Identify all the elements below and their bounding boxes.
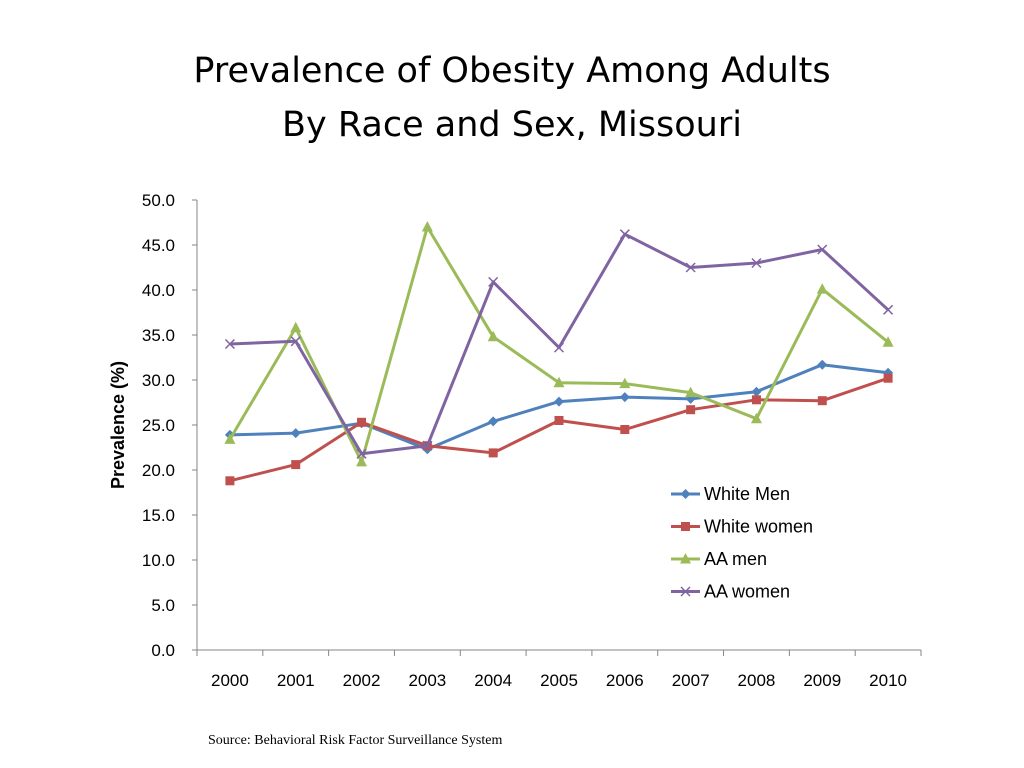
- legend-swatch-marker: [680, 586, 691, 597]
- data-point-white-women: [620, 425, 630, 434]
- y-tick-label: 15.0: [142, 506, 175, 525]
- x-axis-tick-labels: 2000 2001 2002 2003 2004 2005 2006 2007 2008 2009…: [211, 671, 907, 690]
- data-point-aa-men: [356, 455, 368, 467]
- y-tick-label: 40.0: [142, 281, 175, 300]
- data-point-aa-men: [487, 330, 499, 342]
- chart-title: Prevalence of Obesity Among Adults By Ra…: [0, 44, 1024, 152]
- data-point-aa-men: [685, 386, 697, 398]
- data-point-white-men: [488, 416, 499, 427]
- data-point-white-men: [751, 386, 762, 397]
- data-point-white-women: [291, 460, 301, 470]
- y-tick-label: 50.0: [142, 191, 175, 210]
- legend-swatch-marker: [681, 522, 690, 531]
- x-tick-label: 2001: [277, 671, 315, 690]
- y-tick-label: 35.0: [142, 326, 175, 345]
- legend-swatch-marker: [680, 489, 691, 499]
- x-tick-label: 2002: [343, 671, 381, 690]
- series-aa-women: [224, 229, 894, 459]
- data-point-aa-men: [619, 377, 631, 389]
- data-point-white-men: [619, 392, 630, 403]
- data-point-aa-men: [553, 376, 565, 388]
- series-white-men: [224, 359, 894, 455]
- legend-item-aa-men: AA men: [671, 549, 767, 569]
- x-tick-label: 2004: [474, 671, 512, 690]
- legend-label: AA women: [704, 582, 790, 602]
- source-note: Source: Behavioral Risk Factor Surveilla…: [208, 733, 503, 748]
- data-point-aa-women: [422, 440, 433, 451]
- data-point-aa-women: [290, 336, 301, 347]
- y-tick-label: 30.0: [142, 371, 175, 390]
- x-tick-label: 2000: [211, 671, 249, 690]
- x-tick-label: 2010: [869, 671, 907, 690]
- data-point-aa-men: [421, 221, 433, 232]
- legend: White Men White women AA men AA women: [671, 484, 813, 602]
- y-tick-label: 25.0: [142, 416, 175, 435]
- x-tick-label: 2005: [540, 671, 578, 690]
- data-point-aa-women: [553, 342, 565, 353]
- y-tick-label: 45.0: [142, 236, 175, 255]
- data-point-aa-women: [751, 257, 762, 269]
- legend-item-aa-women: AA women: [671, 582, 790, 602]
- legend-label: AA men: [704, 549, 767, 569]
- data-point-aa-men: [750, 412, 762, 424]
- data-point-white-women: [357, 417, 367, 427]
- data-point-aa-men: [816, 283, 828, 294]
- data-point-aa-women: [488, 276, 499, 287]
- data-point-white-women: [817, 396, 827, 406]
- data-point-aa-women: [883, 304, 894, 315]
- data-point-white-women: [225, 476, 235, 486]
- chart-axes: [192, 199, 922, 656]
- series-white-women: [225, 373, 893, 486]
- y-tick-label: 20.0: [142, 461, 175, 480]
- legend-item-white-men: White Men: [671, 484, 790, 504]
- data-point-white-men: [817, 359, 828, 370]
- data-point-aa-women: [224, 338, 235, 350]
- y-tick-label: 5.0: [151, 596, 175, 615]
- x-tick-label: 2008: [738, 671, 776, 690]
- x-tick-label: 2003: [408, 671, 446, 690]
- data-point-white-women: [686, 405, 696, 415]
- chart-title-line-1: Prevalence of Obesity Among Adults: [193, 51, 831, 91]
- legend-label: White Men: [704, 484, 790, 504]
- data-point-white-men: [290, 428, 301, 439]
- data-point-white-men: [554, 396, 564, 407]
- y-axis-tick-labels: 0.0 5.0 10.0 15.0 20.0 25.0 30.0 35.0 40.0 45.0 50…: [142, 191, 175, 660]
- data-point-aa-women: [685, 262, 696, 273]
- data-point-aa-men: [882, 336, 894, 347]
- data-point-aa-men: [224, 433, 236, 444]
- legend-swatch-marker: [680, 553, 691, 564]
- chart-title-line-2: By Race and Sex, Missouri: [282, 105, 742, 145]
- series-lines: [224, 221, 894, 486]
- data-point-aa-women: [817, 244, 828, 255]
- x-tick-label: 2007: [672, 671, 710, 690]
- y-tick-label: 10.0: [142, 551, 175, 570]
- x-tick-label: 2006: [606, 671, 644, 690]
- x-tick-label: 2009: [803, 671, 841, 690]
- legend-label: White women: [704, 517, 813, 537]
- data-point-white-women: [488, 448, 498, 458]
- data-point-white-women: [751, 395, 761, 405]
- data-point-white-women: [883, 373, 893, 383]
- data-point-aa-women: [619, 229, 630, 240]
- data-point-white-women: [554, 416, 564, 425]
- y-axis-label: Prevalence (%): [108, 361, 128, 489]
- y-tick-label: 0.0: [151, 641, 175, 660]
- data-point-aa-women: [356, 448, 367, 459]
- data-point-aa-men: [290, 321, 302, 333]
- legend-item-white-women: White women: [671, 517, 813, 537]
